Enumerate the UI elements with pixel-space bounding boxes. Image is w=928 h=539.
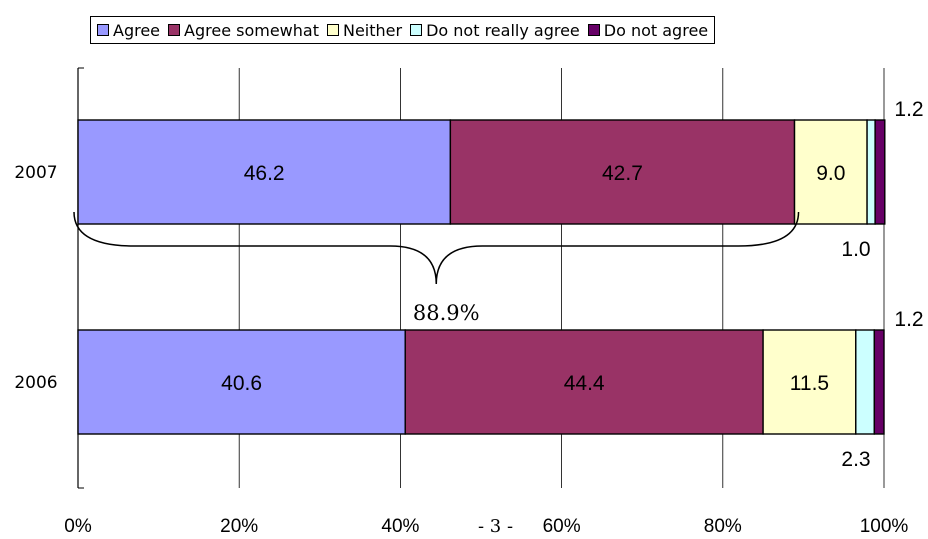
legend-swatch-do-not-agree bbox=[587, 24, 600, 36]
bar-segment bbox=[866, 119, 876, 225]
data-label: 1.2 bbox=[894, 98, 923, 121]
annotation-label: 88.9% bbox=[413, 301, 480, 325]
legend: Agree Agree somewhat Neither Do not real… bbox=[90, 16, 716, 44]
legend-item-do-not-really-agree: Do not really agree bbox=[410, 21, 580, 40]
x-tick-label: 100% bbox=[860, 516, 909, 537]
legend-item-neither: Neither bbox=[326, 20, 403, 40]
legend-swatch-agree bbox=[97, 24, 109, 36]
legend-label-do-not-agree: Do not agree bbox=[603, 20, 709, 40]
legend-item-agree-somewhat: Agree somewhat bbox=[168, 21, 319, 40]
legend-swatch-neither bbox=[326, 24, 339, 36]
legend-swatch-do-not-really-agree bbox=[410, 24, 423, 36]
x-tick-label: 60% bbox=[543, 516, 581, 537]
data-label: 11.5 bbox=[790, 372, 829, 395]
bar-segment bbox=[793, 119, 868, 225]
bar-segment bbox=[873, 329, 885, 435]
data-label: 42.7 bbox=[602, 162, 643, 185]
bar-segment bbox=[77, 329, 406, 435]
legend-label-neither: Neither bbox=[342, 20, 403, 40]
bar-segment bbox=[449, 119, 796, 225]
page-number: - 3 - bbox=[478, 516, 514, 537]
data-label: 1.2 bbox=[894, 308, 923, 331]
data-label: 46.2 bbox=[244, 162, 285, 185]
data-label: 2.3 bbox=[841, 448, 870, 471]
category-label: 2006 bbox=[14, 373, 57, 393]
bar-segment bbox=[874, 119, 886, 225]
x-tick-label: 0% bbox=[64, 516, 92, 537]
bar-segment bbox=[855, 329, 876, 435]
category-label: 2007 bbox=[14, 163, 57, 183]
legend-item-do-not-agree: Do not agree bbox=[587, 20, 709, 40]
legend-swatch-agree-somewhat bbox=[168, 24, 181, 36]
data-label: 1.0 bbox=[841, 238, 870, 261]
data-label: 40.6 bbox=[221, 372, 262, 395]
brace-annotation bbox=[73, 211, 800, 285]
x-tick-label: 40% bbox=[381, 516, 419, 537]
legend-label-agree-somewhat: Agree somewhat bbox=[184, 20, 319, 40]
data-label: 9.0 bbox=[816, 162, 845, 185]
legend-label-do-not-really-agree: Do not really agree bbox=[426, 20, 580, 40]
x-tick-label: 80% bbox=[704, 516, 742, 537]
bar-segment bbox=[404, 329, 764, 435]
data-label: 44.4 bbox=[564, 372, 605, 395]
bar-segment bbox=[762, 329, 857, 435]
x-tick-label: 20% bbox=[220, 516, 258, 537]
legend-label-agree: Agree bbox=[113, 20, 161, 40]
legend-item-agree: Agree bbox=[97, 21, 160, 40]
